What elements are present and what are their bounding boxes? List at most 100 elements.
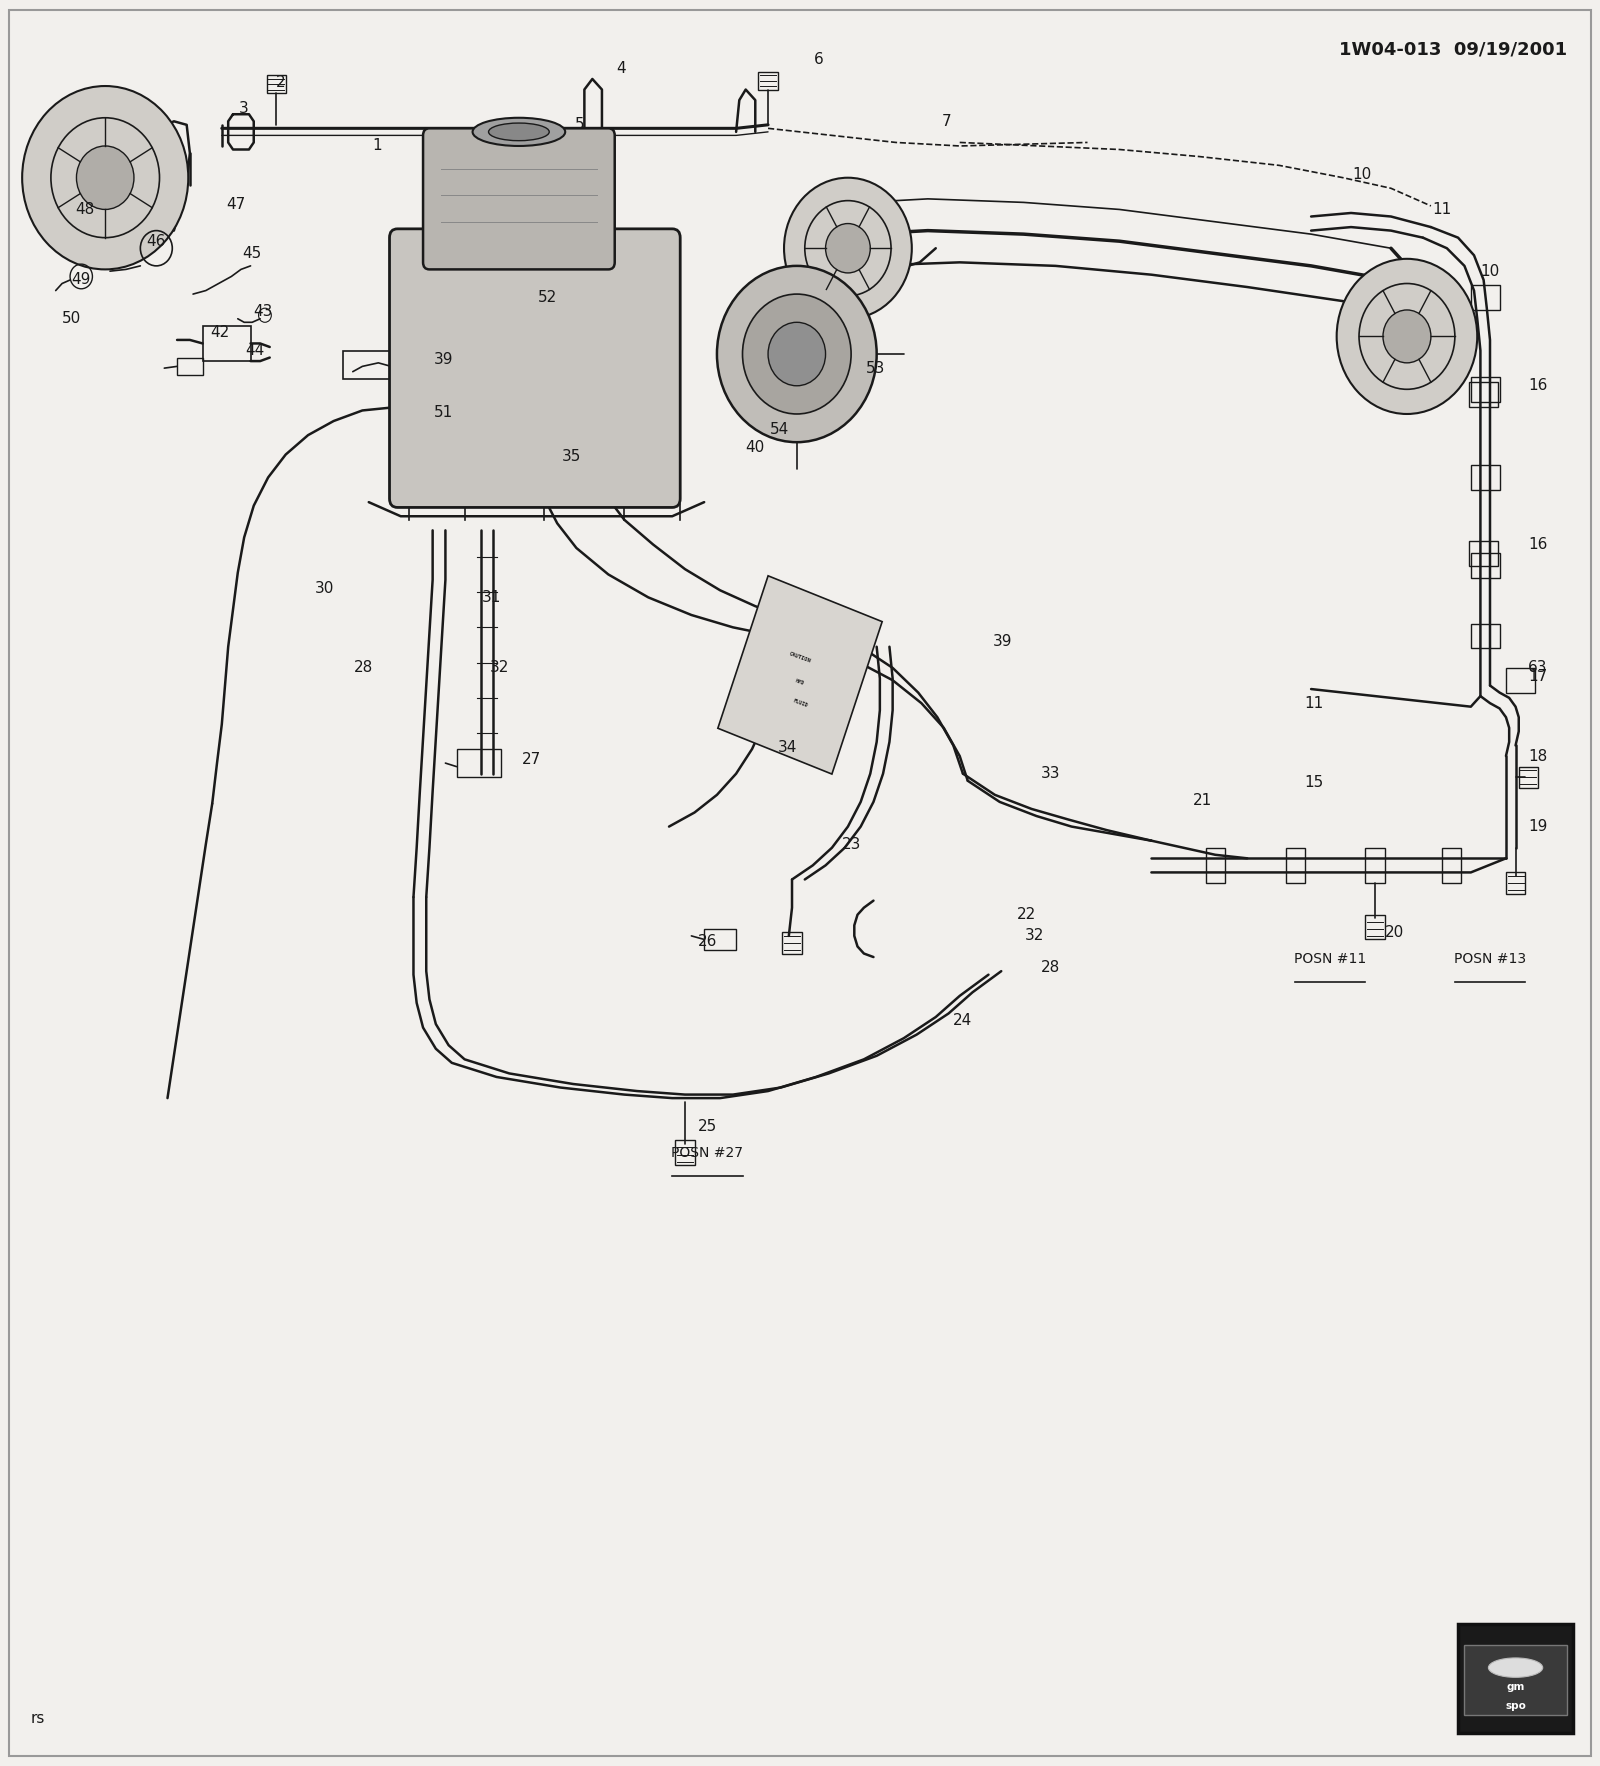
Bar	[1442, 848, 1461, 883]
Text: 21: 21	[1194, 793, 1213, 807]
Text: 6: 6	[814, 51, 824, 67]
Text: 52: 52	[538, 290, 557, 306]
Text: CAUTION: CAUTION	[789, 652, 811, 664]
Text: POSN #13: POSN #13	[1454, 952, 1526, 966]
Text: 53: 53	[866, 360, 885, 376]
Text: 7: 7	[942, 113, 952, 129]
Text: HYD: HYD	[795, 678, 805, 685]
Bar	[1506, 668, 1534, 692]
Bar	[1470, 376, 1499, 401]
Text: 10: 10	[1480, 263, 1499, 279]
Bar	[782, 932, 802, 954]
Text: 30: 30	[314, 581, 334, 597]
Bar	[1470, 623, 1499, 648]
Text: 19: 19	[1528, 819, 1547, 834]
Circle shape	[784, 178, 912, 320]
Bar	[675, 1141, 694, 1166]
Text: FLUID: FLUID	[792, 698, 808, 708]
Text: 18: 18	[1528, 749, 1547, 763]
Text: 17: 17	[1528, 669, 1547, 683]
Text: 1: 1	[371, 138, 381, 154]
Bar	[704, 929, 736, 950]
Bar	[1469, 540, 1498, 565]
Text: 46: 46	[147, 233, 166, 249]
Text: 49: 49	[72, 272, 91, 288]
Bar	[1365, 848, 1384, 883]
Text: 25: 25	[698, 1120, 717, 1134]
Bar	[1470, 553, 1499, 577]
Text: 40: 40	[746, 440, 765, 456]
Text: 39: 39	[994, 634, 1013, 648]
Text: 26: 26	[698, 934, 717, 948]
Text: 24: 24	[954, 1014, 973, 1028]
Text: 4: 4	[616, 60, 626, 76]
Bar	[342, 350, 397, 378]
Text: 39: 39	[434, 351, 453, 367]
Text: 5: 5	[574, 117, 584, 132]
Text: 23: 23	[842, 837, 861, 851]
Bar	[267, 76, 286, 94]
Circle shape	[77, 147, 134, 210]
Text: 15: 15	[1304, 775, 1323, 789]
Ellipse shape	[472, 118, 565, 147]
Bar	[1469, 381, 1498, 406]
Text: 28: 28	[354, 660, 373, 675]
Bar	[1506, 872, 1525, 894]
Bar	[1464, 1644, 1566, 1715]
Text: rs: rs	[30, 1711, 45, 1725]
Text: 45: 45	[243, 245, 262, 261]
Circle shape	[768, 323, 826, 385]
Text: 44: 44	[246, 343, 266, 358]
Text: 3: 3	[240, 101, 250, 117]
Text: 50: 50	[62, 311, 82, 327]
Text: 32: 32	[490, 660, 509, 675]
Text: 31: 31	[482, 590, 501, 606]
Circle shape	[1382, 311, 1430, 362]
Bar	[1518, 766, 1538, 788]
Circle shape	[742, 295, 851, 413]
Text: 34: 34	[778, 740, 797, 754]
Text: POSN #11: POSN #11	[1294, 952, 1366, 966]
Text: 35: 35	[562, 449, 581, 464]
Text: 63: 63	[1528, 660, 1547, 675]
Text: 16: 16	[1528, 378, 1547, 394]
Circle shape	[826, 224, 870, 274]
Text: 11: 11	[1304, 696, 1323, 710]
Text: 11: 11	[1432, 201, 1451, 217]
Bar	[758, 72, 778, 90]
Text: 27: 27	[522, 752, 541, 766]
Text: 47: 47	[227, 196, 246, 212]
Bar	[178, 357, 203, 374]
Bar	[1470, 286, 1499, 311]
Text: gm: gm	[1506, 1681, 1525, 1692]
Text: 33: 33	[1042, 766, 1061, 781]
Text: 20: 20	[1384, 925, 1403, 940]
Text: 43: 43	[254, 304, 274, 320]
Bar	[203, 325, 251, 360]
Bar	[1285, 848, 1304, 883]
Bar	[1470, 464, 1499, 489]
Circle shape	[1336, 260, 1477, 413]
Bar	[456, 749, 501, 777]
Ellipse shape	[1488, 1658, 1542, 1678]
Circle shape	[22, 87, 189, 270]
Text: POSN #27: POSN #27	[672, 1146, 744, 1160]
FancyBboxPatch shape	[422, 129, 614, 270]
Text: 10: 10	[1352, 166, 1371, 182]
FancyBboxPatch shape	[389, 230, 680, 507]
Polygon shape	[718, 576, 882, 774]
Bar	[1365, 915, 1384, 940]
Text: 22: 22	[1018, 908, 1037, 922]
Text: 1W04-013  09/19/2001: 1W04-013 09/19/2001	[1339, 41, 1566, 58]
Circle shape	[717, 267, 877, 442]
Text: 48: 48	[75, 201, 94, 217]
Bar	[1458, 1623, 1573, 1732]
Text: 2: 2	[277, 74, 286, 90]
Bar	[1206, 848, 1226, 883]
Text: 32: 32	[1026, 929, 1045, 943]
Ellipse shape	[488, 124, 549, 141]
Text: 51: 51	[434, 404, 453, 420]
Text: 28: 28	[1042, 961, 1061, 975]
Text: spo: spo	[1506, 1701, 1526, 1711]
Text: 54: 54	[770, 422, 789, 438]
